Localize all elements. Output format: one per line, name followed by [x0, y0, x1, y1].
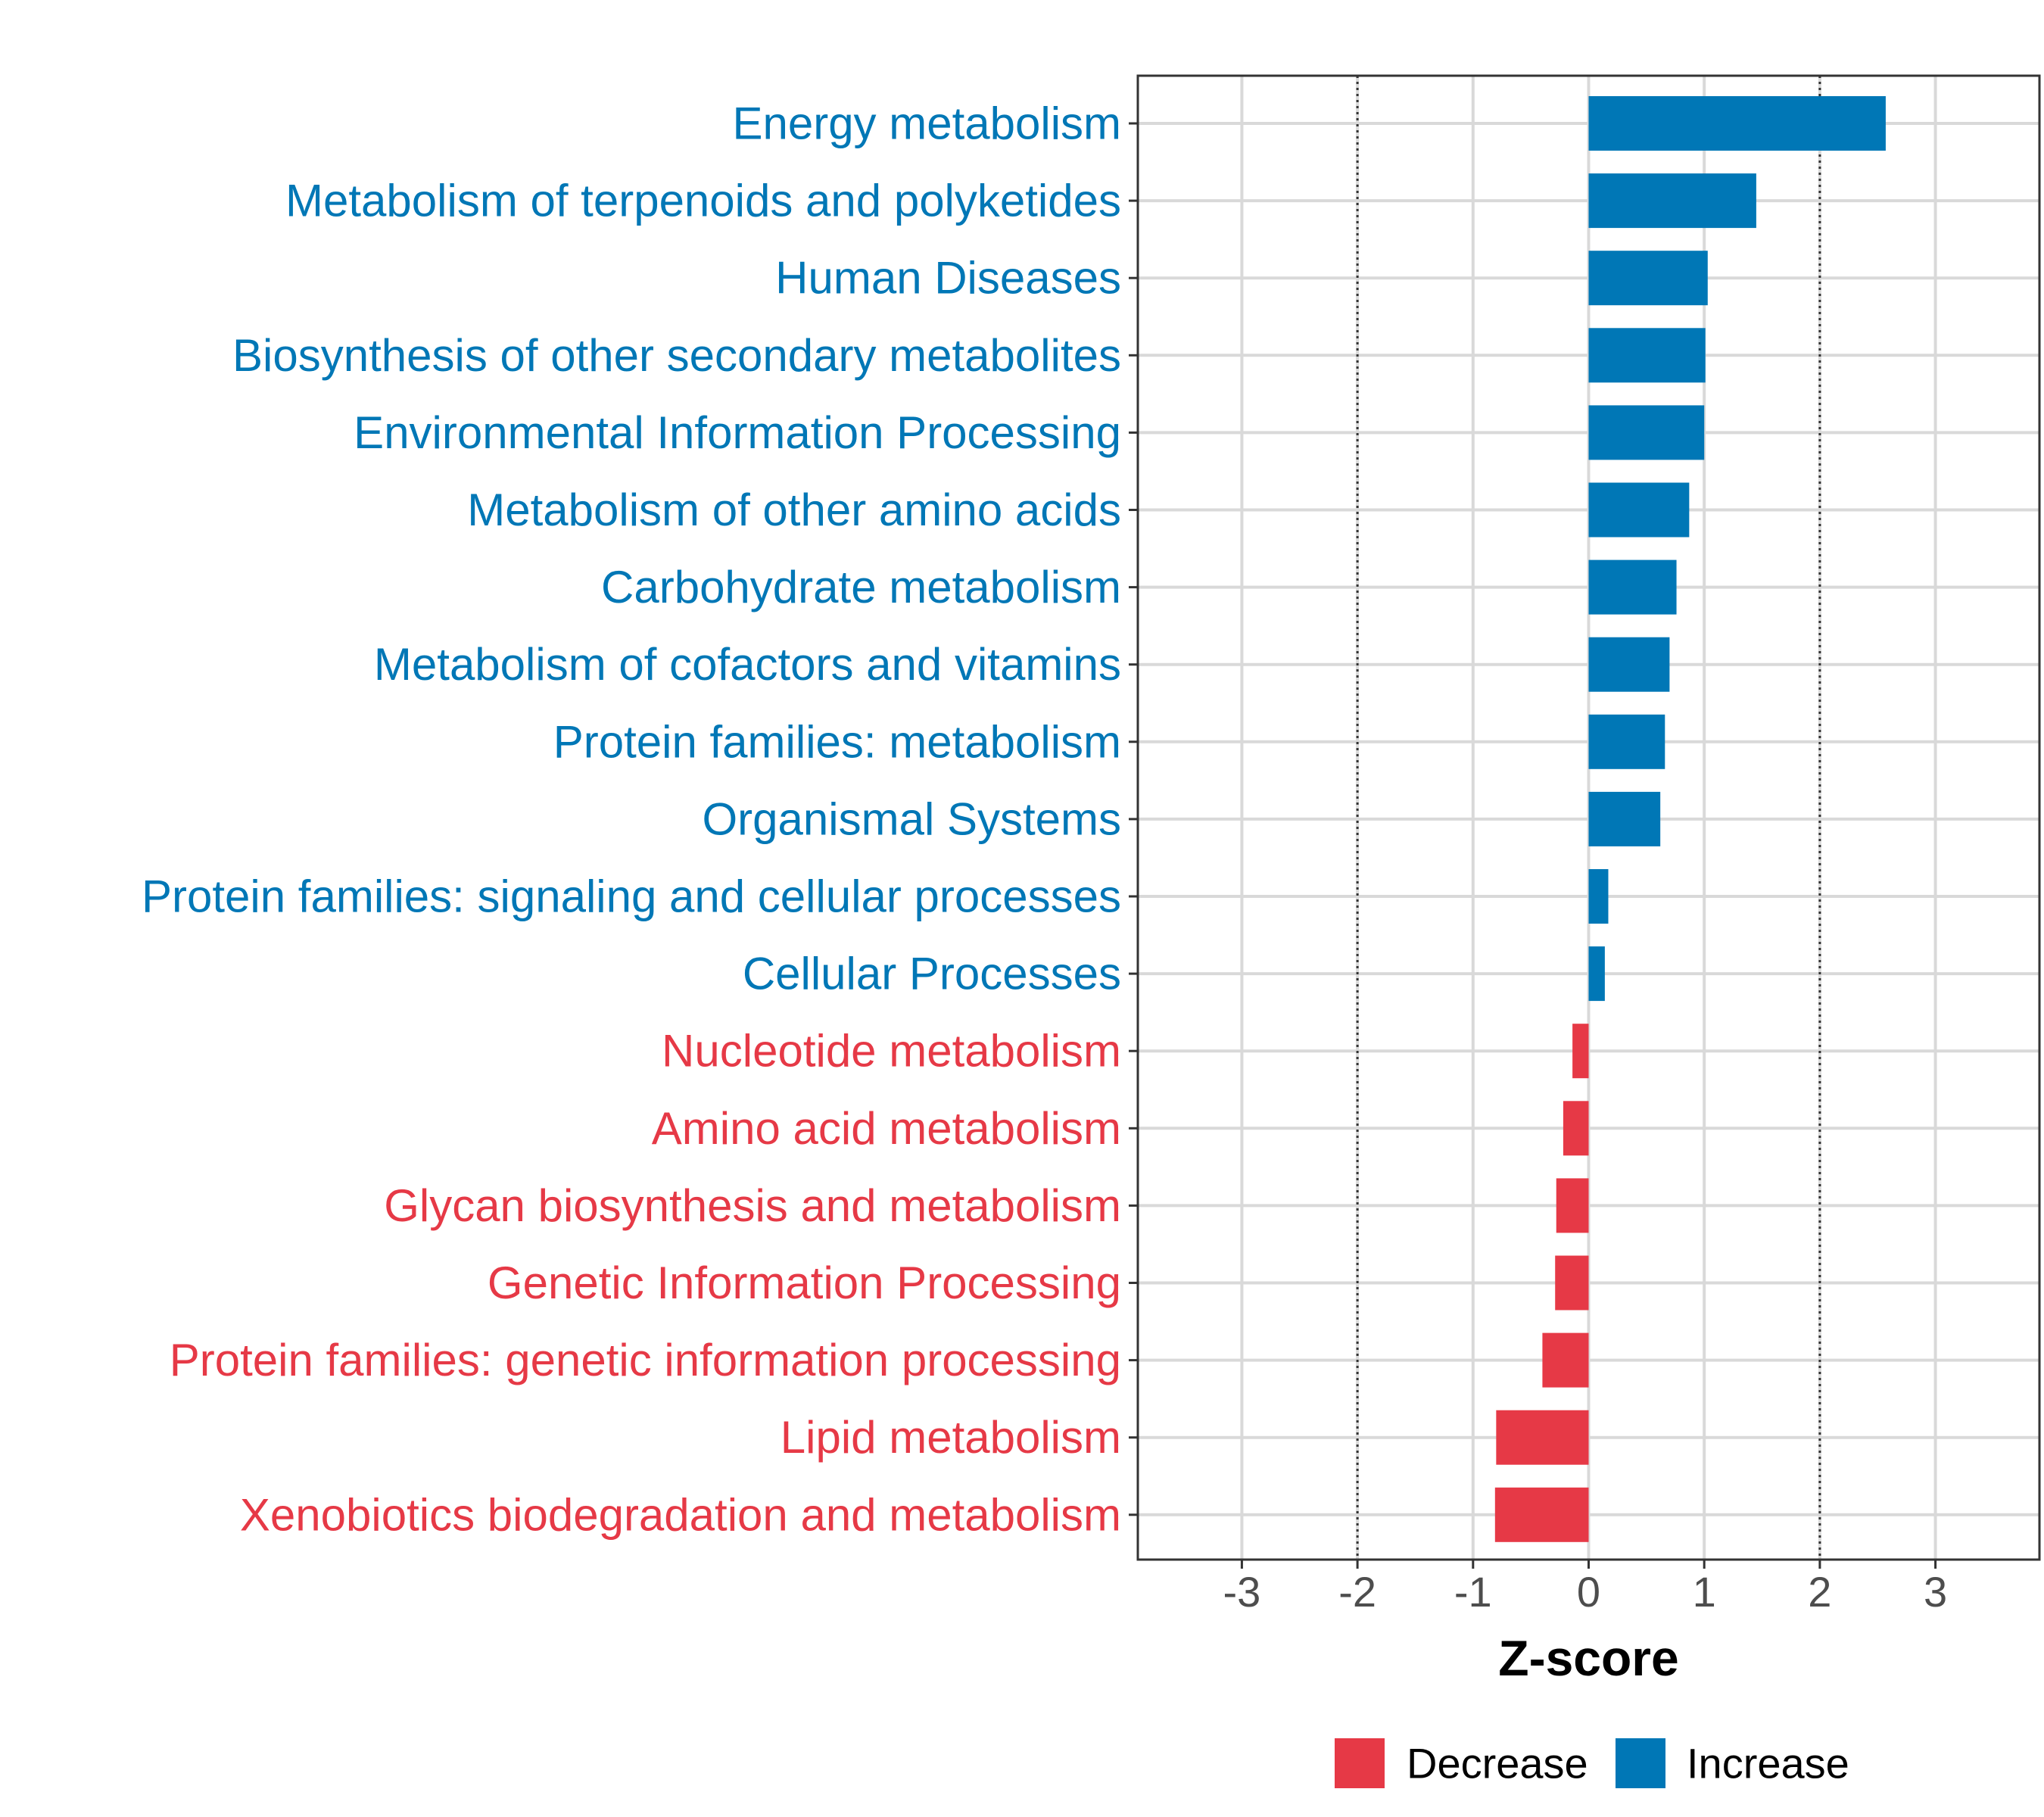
category-label: Protein families: metabolism — [553, 716, 1121, 767]
category-label: Energy metabolism — [732, 98, 1121, 149]
category-label: Protein families: genetic information pr… — [170, 1335, 1121, 1385]
bar — [1556, 1178, 1589, 1233]
category-label: Metabolism of other amino acids — [467, 485, 1121, 535]
bar — [1588, 482, 1690, 538]
bars — [1494, 96, 1886, 1542]
bar — [1572, 1024, 1589, 1079]
category-label: Amino acid metabolism — [652, 1103, 1121, 1154]
bar — [1588, 791, 1661, 846]
category-label: Xenobiotics biodegradation and metabolis… — [240, 1489, 1121, 1540]
category-label: Protein families: signaling and cellular… — [142, 871, 1121, 922]
x-tick-label: -2 — [1338, 1568, 1376, 1616]
bar — [1588, 405, 1705, 460]
legend: Decrease Increase — [1335, 1738, 1849, 1788]
legend-label-decrease: Decrease — [1407, 1740, 1588, 1787]
bar — [1563, 1101, 1589, 1156]
category-label: Metabolism of terpenoids and polyketides — [285, 176, 1121, 226]
reference-lines — [1356, 76, 1821, 1560]
category-label: Human Diseases — [775, 253, 1121, 304]
y-axis-ticks: Energy metabolism Metabolism of terpenoid… — [142, 98, 1138, 1540]
bar — [1588, 946, 1605, 1002]
category-label: Carbohydrate metabolism — [601, 562, 1121, 612]
category-label: Organismal Systems — [703, 793, 1121, 844]
bar — [1494, 1487, 1589, 1542]
legend-label-increase: Increase — [1687, 1740, 1849, 1787]
x-tick-label: -1 — [1454, 1568, 1492, 1616]
category-label: Lipid metabolism — [781, 1412, 1121, 1463]
x-axis-title: Z-score — [1498, 1630, 1678, 1686]
category-label: Genetic Information Processing — [488, 1258, 1121, 1308]
bar — [1496, 1410, 1589, 1465]
category-label: Nucleotide metabolism — [662, 1026, 1121, 1077]
bar — [1588, 869, 1609, 924]
x-axis-ticks: -3 -2 -1 0 1 2 3 — [1223, 1560, 1947, 1616]
bar — [1542, 1332, 1589, 1388]
bar — [1588, 173, 1756, 229]
category-label: Environmental Information Processing — [354, 407, 1121, 458]
category-label: Glycan biosynthesis and metabolism — [384, 1180, 1121, 1231]
x-tick-label: 2 — [1808, 1568, 1831, 1616]
legend-swatch-increase — [1616, 1738, 1665, 1788]
bar — [1555, 1255, 1589, 1311]
x-tick-label: -3 — [1223, 1568, 1261, 1616]
bar — [1588, 559, 1677, 615]
bar — [1588, 251, 1708, 306]
bar — [1588, 328, 1706, 383]
category-label: Biosynthesis of other secondary metaboli… — [232, 330, 1121, 381]
bar — [1588, 714, 1665, 769]
category-label: Cellular Processes — [743, 949, 1121, 999]
x-tick-label: 0 — [1577, 1568, 1600, 1616]
bar — [1588, 96, 1886, 151]
x-tick-label: 1 — [1693, 1568, 1716, 1616]
bar — [1588, 637, 1670, 692]
legend-swatch-decrease — [1335, 1738, 1385, 1788]
x-tick-label: 3 — [1924, 1568, 1947, 1616]
category-label: Metabolism of cofactors and vitamins — [374, 639, 1121, 690]
